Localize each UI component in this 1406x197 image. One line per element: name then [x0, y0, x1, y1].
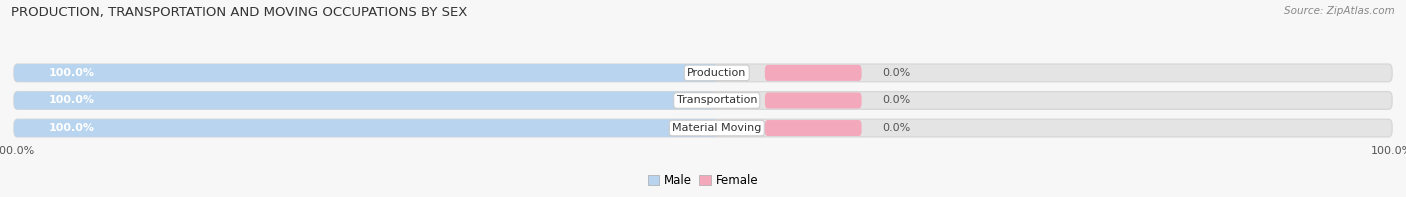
FancyBboxPatch shape — [14, 64, 1392, 82]
FancyBboxPatch shape — [14, 119, 717, 137]
Text: Material Moving: Material Moving — [672, 123, 762, 133]
FancyBboxPatch shape — [14, 92, 1392, 109]
Text: 100.0%: 100.0% — [48, 123, 94, 133]
FancyBboxPatch shape — [765, 92, 862, 109]
FancyBboxPatch shape — [765, 65, 862, 81]
Text: PRODUCTION, TRANSPORTATION AND MOVING OCCUPATIONS BY SEX: PRODUCTION, TRANSPORTATION AND MOVING OC… — [11, 6, 468, 19]
FancyBboxPatch shape — [14, 64, 717, 82]
Text: 0.0%: 0.0% — [882, 123, 910, 133]
Text: 100.0%: 100.0% — [48, 68, 94, 78]
Text: Transportation: Transportation — [676, 96, 756, 105]
FancyBboxPatch shape — [14, 92, 717, 109]
Legend: Male, Female: Male, Female — [648, 174, 758, 187]
Text: 0.0%: 0.0% — [882, 96, 910, 105]
Text: 100.0%: 100.0% — [48, 96, 94, 105]
Text: 0.0%: 0.0% — [882, 68, 910, 78]
Text: Source: ZipAtlas.com: Source: ZipAtlas.com — [1284, 6, 1395, 16]
FancyBboxPatch shape — [765, 120, 862, 136]
FancyBboxPatch shape — [14, 119, 1392, 137]
Text: Production: Production — [688, 68, 747, 78]
